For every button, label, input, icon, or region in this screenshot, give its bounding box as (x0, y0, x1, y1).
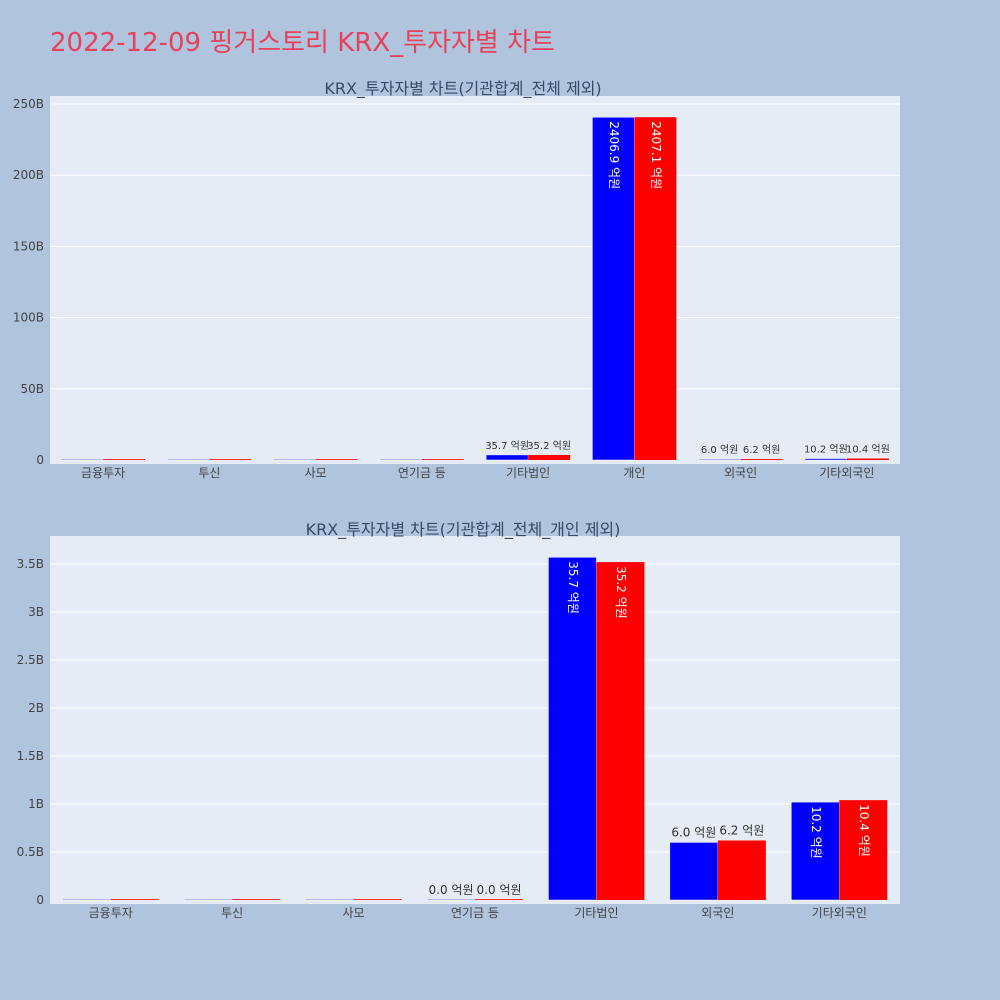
bar (62, 898, 111, 901)
x-tick-label: 금융투자 (89, 906, 133, 920)
bar (698, 458, 741, 461)
y-tick-label: 2.5B (17, 653, 44, 667)
x-tick-label: 사모 (343, 906, 365, 920)
bar (426, 898, 476, 901)
y-tick-label: 150B (13, 239, 44, 253)
y-tick-label: 0.5B (17, 845, 44, 859)
data-label: 35.7 억원 (566, 561, 580, 614)
data-label: 6.0 억원 (701, 444, 738, 456)
data-label: 6.2 억원 (743, 444, 780, 456)
bar (232, 899, 281, 900)
chart-title: KRX_투자자별 차트(기관합계_전체_개인 제외) (306, 520, 621, 540)
data-label: 6.2 억원 (719, 823, 764, 837)
bar (167, 458, 210, 461)
y-tick-label: 250B (13, 97, 44, 111)
bar (634, 117, 677, 461)
bar (475, 899, 523, 900)
chart-bottom: 0 0.5B 1B 1.5B 2B 2.5B 3B 3.5B KRX_투자자별 차트(기관합계_… (17, 520, 900, 920)
data-label: 6.0 억원 (671, 825, 716, 839)
chart-title: KRX_투자자별 차트(기관합계_전체 제외) (324, 79, 601, 99)
x-tick-label: 기타법인 (506, 466, 550, 480)
x-tick-label: 투신 (198, 466, 220, 480)
bar (596, 562, 645, 900)
bar (353, 899, 402, 900)
chart-top: 0 50B 100B 150B 200B 250B KRX_투자자별 차트(기관합계_전체 … (13, 79, 900, 480)
data-label: 0.0 억원 (429, 883, 474, 897)
y-tick-label: 200B (13, 168, 44, 182)
bar (846, 458, 889, 460)
data-label: 35.2 억원 (527, 440, 571, 452)
bar (791, 801, 840, 901)
page-title: 2022-12-09 핑거스토리 KRX_투자자별 차트 (50, 28, 555, 58)
y-tick-label: 0 (36, 893, 44, 907)
y-tick-label: 3.5B (17, 557, 44, 571)
bar (528, 454, 571, 460)
x-tick-label: 금융투자 (81, 466, 125, 480)
x-tick-label: 기타법인 (574, 906, 618, 920)
y-tick-label: 50B (20, 382, 44, 396)
bar (273, 458, 316, 461)
x-tick-label: 연기금 등 (398, 466, 446, 480)
bar (379, 458, 423, 461)
data-label: 10.4 억원 (857, 804, 871, 857)
data-label: 2407.1 억원 (649, 121, 663, 189)
y-tick-label: 2B (28, 701, 44, 715)
y-tick-label: 100B (13, 311, 44, 325)
bar (209, 459, 252, 460)
data-label: 10.2 억원 (809, 806, 823, 859)
bar (60, 458, 104, 461)
y-tick-label: 0 (36, 453, 44, 467)
bar (740, 459, 783, 460)
bar (183, 898, 233, 901)
bar (548, 557, 597, 901)
x-tick-label: 기타외국인 (812, 906, 867, 920)
x-tick-label: 기타외국인 (819, 466, 874, 480)
bar (839, 800, 888, 900)
bar (421, 459, 464, 460)
y-tick-label: 3B (28, 605, 44, 619)
bar (103, 459, 146, 460)
y-tick-label: 1.5B (17, 749, 44, 763)
data-label: 35.7 억원 (485, 440, 529, 452)
data-label: 10.2 억원 (804, 444, 848, 456)
bar (669, 842, 719, 901)
x-tick-label: 연기금 등 (451, 906, 499, 920)
x-tick-label: 개인 (623, 466, 645, 480)
bar (305, 898, 354, 901)
bar (110, 899, 159, 900)
data-label: 0.0 억원 (477, 883, 522, 897)
x-tick-label: 투신 (221, 906, 243, 920)
bar (717, 840, 766, 900)
data-label: 35.2 억원 (614, 566, 628, 619)
plot-area (50, 96, 900, 464)
bar (592, 117, 635, 461)
plot-area (50, 536, 900, 904)
x-tick-label: 사모 (305, 466, 327, 480)
y-tick-label: 1B (28, 797, 44, 811)
data-label: 2406.9 억원 (607, 121, 621, 189)
bar (485, 454, 529, 461)
bar (804, 458, 848, 461)
bar (315, 459, 358, 460)
data-label: 10.4 억원 (846, 444, 890, 456)
x-tick-label: 외국인 (724, 466, 757, 480)
x-tick-label: 외국인 (701, 906, 734, 920)
